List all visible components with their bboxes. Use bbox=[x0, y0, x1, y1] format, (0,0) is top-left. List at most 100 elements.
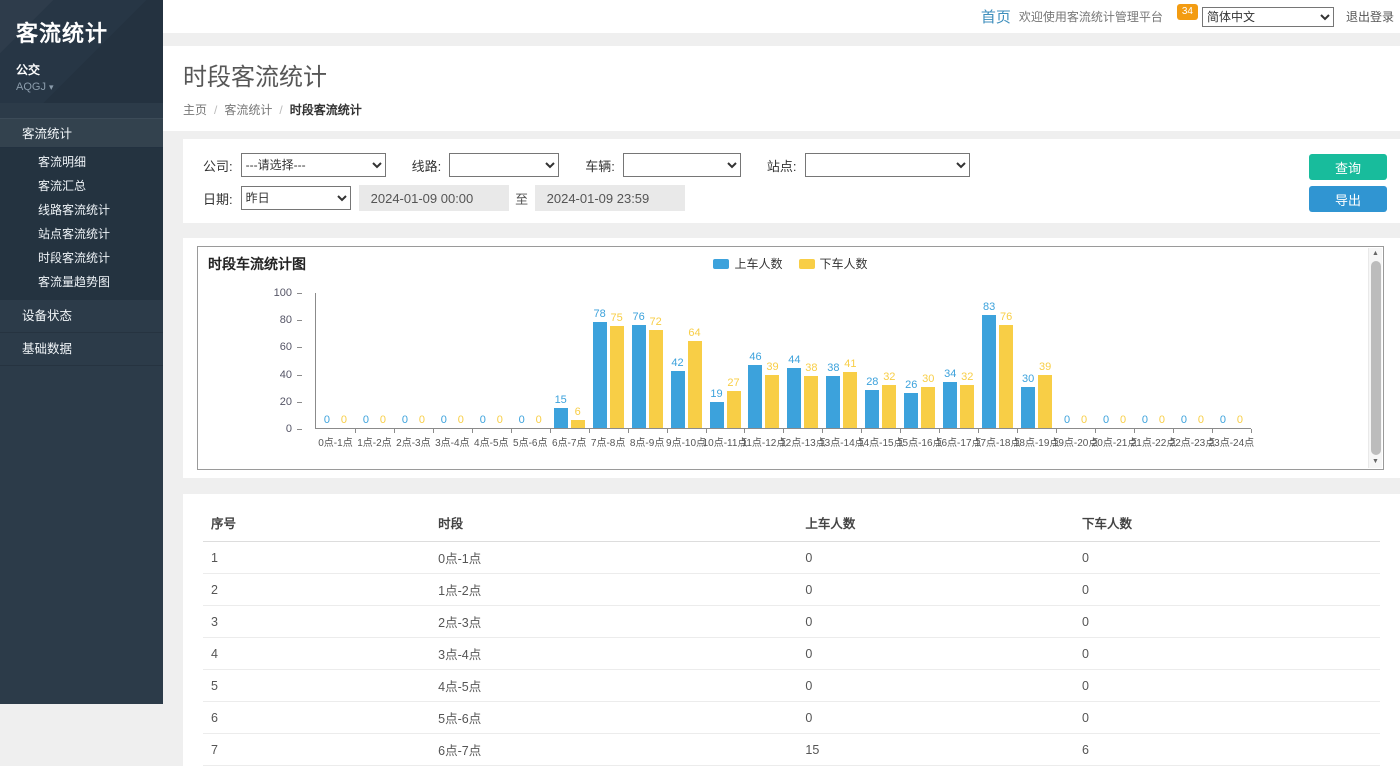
x-axis-category-label: 10点-11点 bbox=[702, 438, 748, 449]
breadcrumb-item[interactable]: 主页 bbox=[183, 103, 208, 117]
date-from-input[interactable]: 2024-01-09 00:00 bbox=[358, 185, 509, 211]
sidebar-submenu-item[interactable]: 时段客流统计 bbox=[38, 251, 111, 265]
legend-item[interactable]: 上车人数 bbox=[713, 255, 783, 272]
bar-value-label: 0 bbox=[440, 414, 447, 426]
sidebar: 客流统计 公交 AQGJ ▾ 客流统计 客流明细 客流汇总 线路客流统计 站点客流统计时… bbox=[0, 0, 163, 704]
table-row: 5 4点-5点 0 0 bbox=[203, 669, 1380, 702]
bar-上车人数: 19 bbox=[709, 388, 724, 428]
scrollbar-thumb[interactable] bbox=[1370, 261, 1381, 455]
breadcrumb-item[interactable]: 客流统计 bbox=[224, 103, 273, 117]
sidebar-submenu-item[interactable]: 站点客流统计 bbox=[38, 227, 111, 241]
breadcrumb: 主页 / 客流统计 / 时段客流统计 bbox=[183, 101, 1400, 118]
org-code-label: AQGJ bbox=[16, 81, 46, 93]
bar-group: 46 39 11点-12点 bbox=[742, 293, 787, 449]
bar-value-label: 30 bbox=[922, 373, 935, 386]
date-preset-select[interactable]: 昨日 bbox=[240, 186, 351, 210]
bar-group: 34 32 16点-17点 bbox=[936, 293, 982, 449]
org-code-dropdown[interactable]: AQGJ ▾ bbox=[16, 81, 147, 93]
line-select[interactable] bbox=[449, 153, 560, 177]
station-select[interactable] bbox=[804, 153, 970, 177]
home-link[interactable]: 首页 bbox=[980, 9, 1011, 26]
table-header-cell: 时段 bbox=[430, 504, 798, 542]
sidebar-submenu-item[interactable]: 客流明细 bbox=[38, 155, 87, 169]
x-axis-category-label: 8点-9点 bbox=[629, 438, 665, 449]
bar-value-label: 0 bbox=[496, 414, 503, 426]
station-label: 站点: bbox=[766, 158, 797, 174]
export-button[interactable]: 导出 bbox=[1309, 186, 1387, 212]
y-axis-tick-label: 40 bbox=[279, 368, 303, 381]
table-cell: 2 bbox=[203, 573, 431, 606]
query-button[interactable]: 查询 bbox=[1309, 154, 1387, 180]
chart-vertical-scrollbar[interactable]: ▲ ▼ bbox=[1368, 248, 1382, 468]
x-axis-category-label: 0点-1点 bbox=[318, 438, 353, 449]
bar-value-label: 0 bbox=[535, 414, 542, 426]
bar-value-label: 0 bbox=[1102, 414, 1110, 426]
bar-上车人数: 46 bbox=[748, 351, 763, 428]
line-label: 线路: bbox=[411, 158, 442, 174]
chart-title: 时段车流统计图 bbox=[208, 256, 306, 272]
table-cell: 0 bbox=[797, 669, 1074, 702]
x-axis-category-label: 3点-4点 bbox=[435, 438, 470, 449]
bar-下车人数: 30 bbox=[921, 373, 936, 428]
vehicle-select[interactable] bbox=[622, 153, 741, 177]
bar-下车人数: 32 bbox=[960, 371, 975, 428]
bar-上车人数: 30 bbox=[1021, 373, 1036, 428]
y-axis-tick-label: 20 bbox=[279, 395, 303, 408]
sidebar-sections: 设备状态 基础数据 bbox=[0, 300, 163, 366]
x-axis-category-label: 15点-16点 bbox=[896, 438, 943, 449]
date-to-input[interactable]: 2024-01-09 23:59 bbox=[534, 185, 685, 211]
bar-下车人数: 39 bbox=[1038, 361, 1053, 428]
sidebar-item[interactable]: 基础数据 bbox=[0, 333, 163, 366]
bar-value-label: 27 bbox=[727, 377, 740, 390]
table-header-cell: 下车人数 bbox=[1073, 504, 1380, 542]
bar-下车人数: 32 bbox=[882, 371, 897, 428]
table-card: 序号 时段 上车人数 下车人数 1 0点-1点 0 0 2 1点-2点 0 0 3 2点-3点 0 0 4 3点… bbox=[183, 494, 1400, 766]
scroll-down-icon[interactable]: ▼ bbox=[1372, 458, 1379, 465]
date-label: 日期: bbox=[203, 191, 233, 207]
sidebar-submenu-item[interactable]: 客流量趋势图 bbox=[38, 275, 111, 289]
bar-value-label: 38 bbox=[805, 362, 818, 375]
bar-value-label: 42 bbox=[671, 356, 684, 369]
bar-下车人数: 76 bbox=[999, 311, 1014, 428]
bar-group: 44 38 12点-13点 bbox=[780, 293, 826, 449]
table-cell: 0 bbox=[1073, 605, 1380, 638]
table-cell: 6 bbox=[203, 701, 431, 734]
legend-item[interactable]: 下车人数 bbox=[798, 255, 868, 272]
org-name: 公交 bbox=[16, 63, 41, 77]
sidebar-item-passenger-stats[interactable]: 客流统计 bbox=[0, 118, 163, 148]
table-cell: 0 bbox=[1073, 541, 1380, 574]
scroll-up-icon[interactable]: ▲ bbox=[1372, 250, 1379, 257]
bar-上车人数: 78 bbox=[592, 308, 607, 428]
bar-value-label: 41 bbox=[844, 358, 857, 371]
sidebar-submenu-item[interactable]: 客流汇总 bbox=[38, 179, 87, 193]
sidebar-submenu-item[interactable]: 线路客流统计 bbox=[38, 203, 111, 217]
bar-上车人数: 26 bbox=[904, 379, 919, 428]
y-axis-tick-label: 60 bbox=[279, 341, 303, 354]
bar-group: 0 0 0点-1点 bbox=[316, 293, 356, 449]
breadcrumb-separator: / bbox=[214, 103, 218, 117]
table-cell: 0 bbox=[1073, 573, 1380, 606]
table-cell: 1 bbox=[203, 541, 431, 574]
bar-下车人数: 75 bbox=[609, 312, 624, 428]
bar-下车人数: 41 bbox=[843, 358, 858, 428]
bar-group: 15 6 6点-7点 bbox=[550, 293, 590, 449]
bar-下车人数: 64 bbox=[687, 327, 702, 428]
bar-value-label: 38 bbox=[827, 362, 840, 375]
chart-legend: 上车人数 下车人数 bbox=[198, 255, 1383, 272]
table-cell: 15 bbox=[797, 733, 1074, 766]
bar-value-label: 44 bbox=[788, 354, 801, 367]
x-axis-category-label: 17点-18点 bbox=[974, 438, 1021, 449]
chart-panel: 时段车流统计图 上车人数 下车人数 0 20 40 60 80 100 0 0 0点-1点 0 0 1… bbox=[197, 246, 1384, 470]
company-select[interactable]: ---请选择--- bbox=[240, 153, 386, 177]
bar-下车人数: 6 bbox=[570, 406, 585, 428]
sidebar-item[interactable]: 设备状态 bbox=[0, 300, 163, 333]
language-select[interactable]: 简体中文 bbox=[1201, 6, 1334, 27]
bar-group: 28 32 14点-15点 bbox=[858, 293, 904, 450]
table-header-cell: 序号 bbox=[203, 504, 431, 542]
topbar: 首页 欢迎使用客流统计管理平台 34 简体中文 退出登录 bbox=[163, 0, 1400, 33]
x-axis-category-label: 23点-24点 bbox=[1208, 438, 1255, 449]
bar-group: 0 0 4点-5点 bbox=[472, 293, 512, 449]
stats-table: 序号 时段 上车人数 下车人数 1 0点-1点 0 0 2 1点-2点 0 0 3 2点-3点 0 0 4 3点… bbox=[203, 504, 1380, 766]
table-header-cell: 上车人数 bbox=[797, 504, 1074, 542]
logout-link[interactable]: 退出登录 bbox=[1345, 10, 1394, 24]
